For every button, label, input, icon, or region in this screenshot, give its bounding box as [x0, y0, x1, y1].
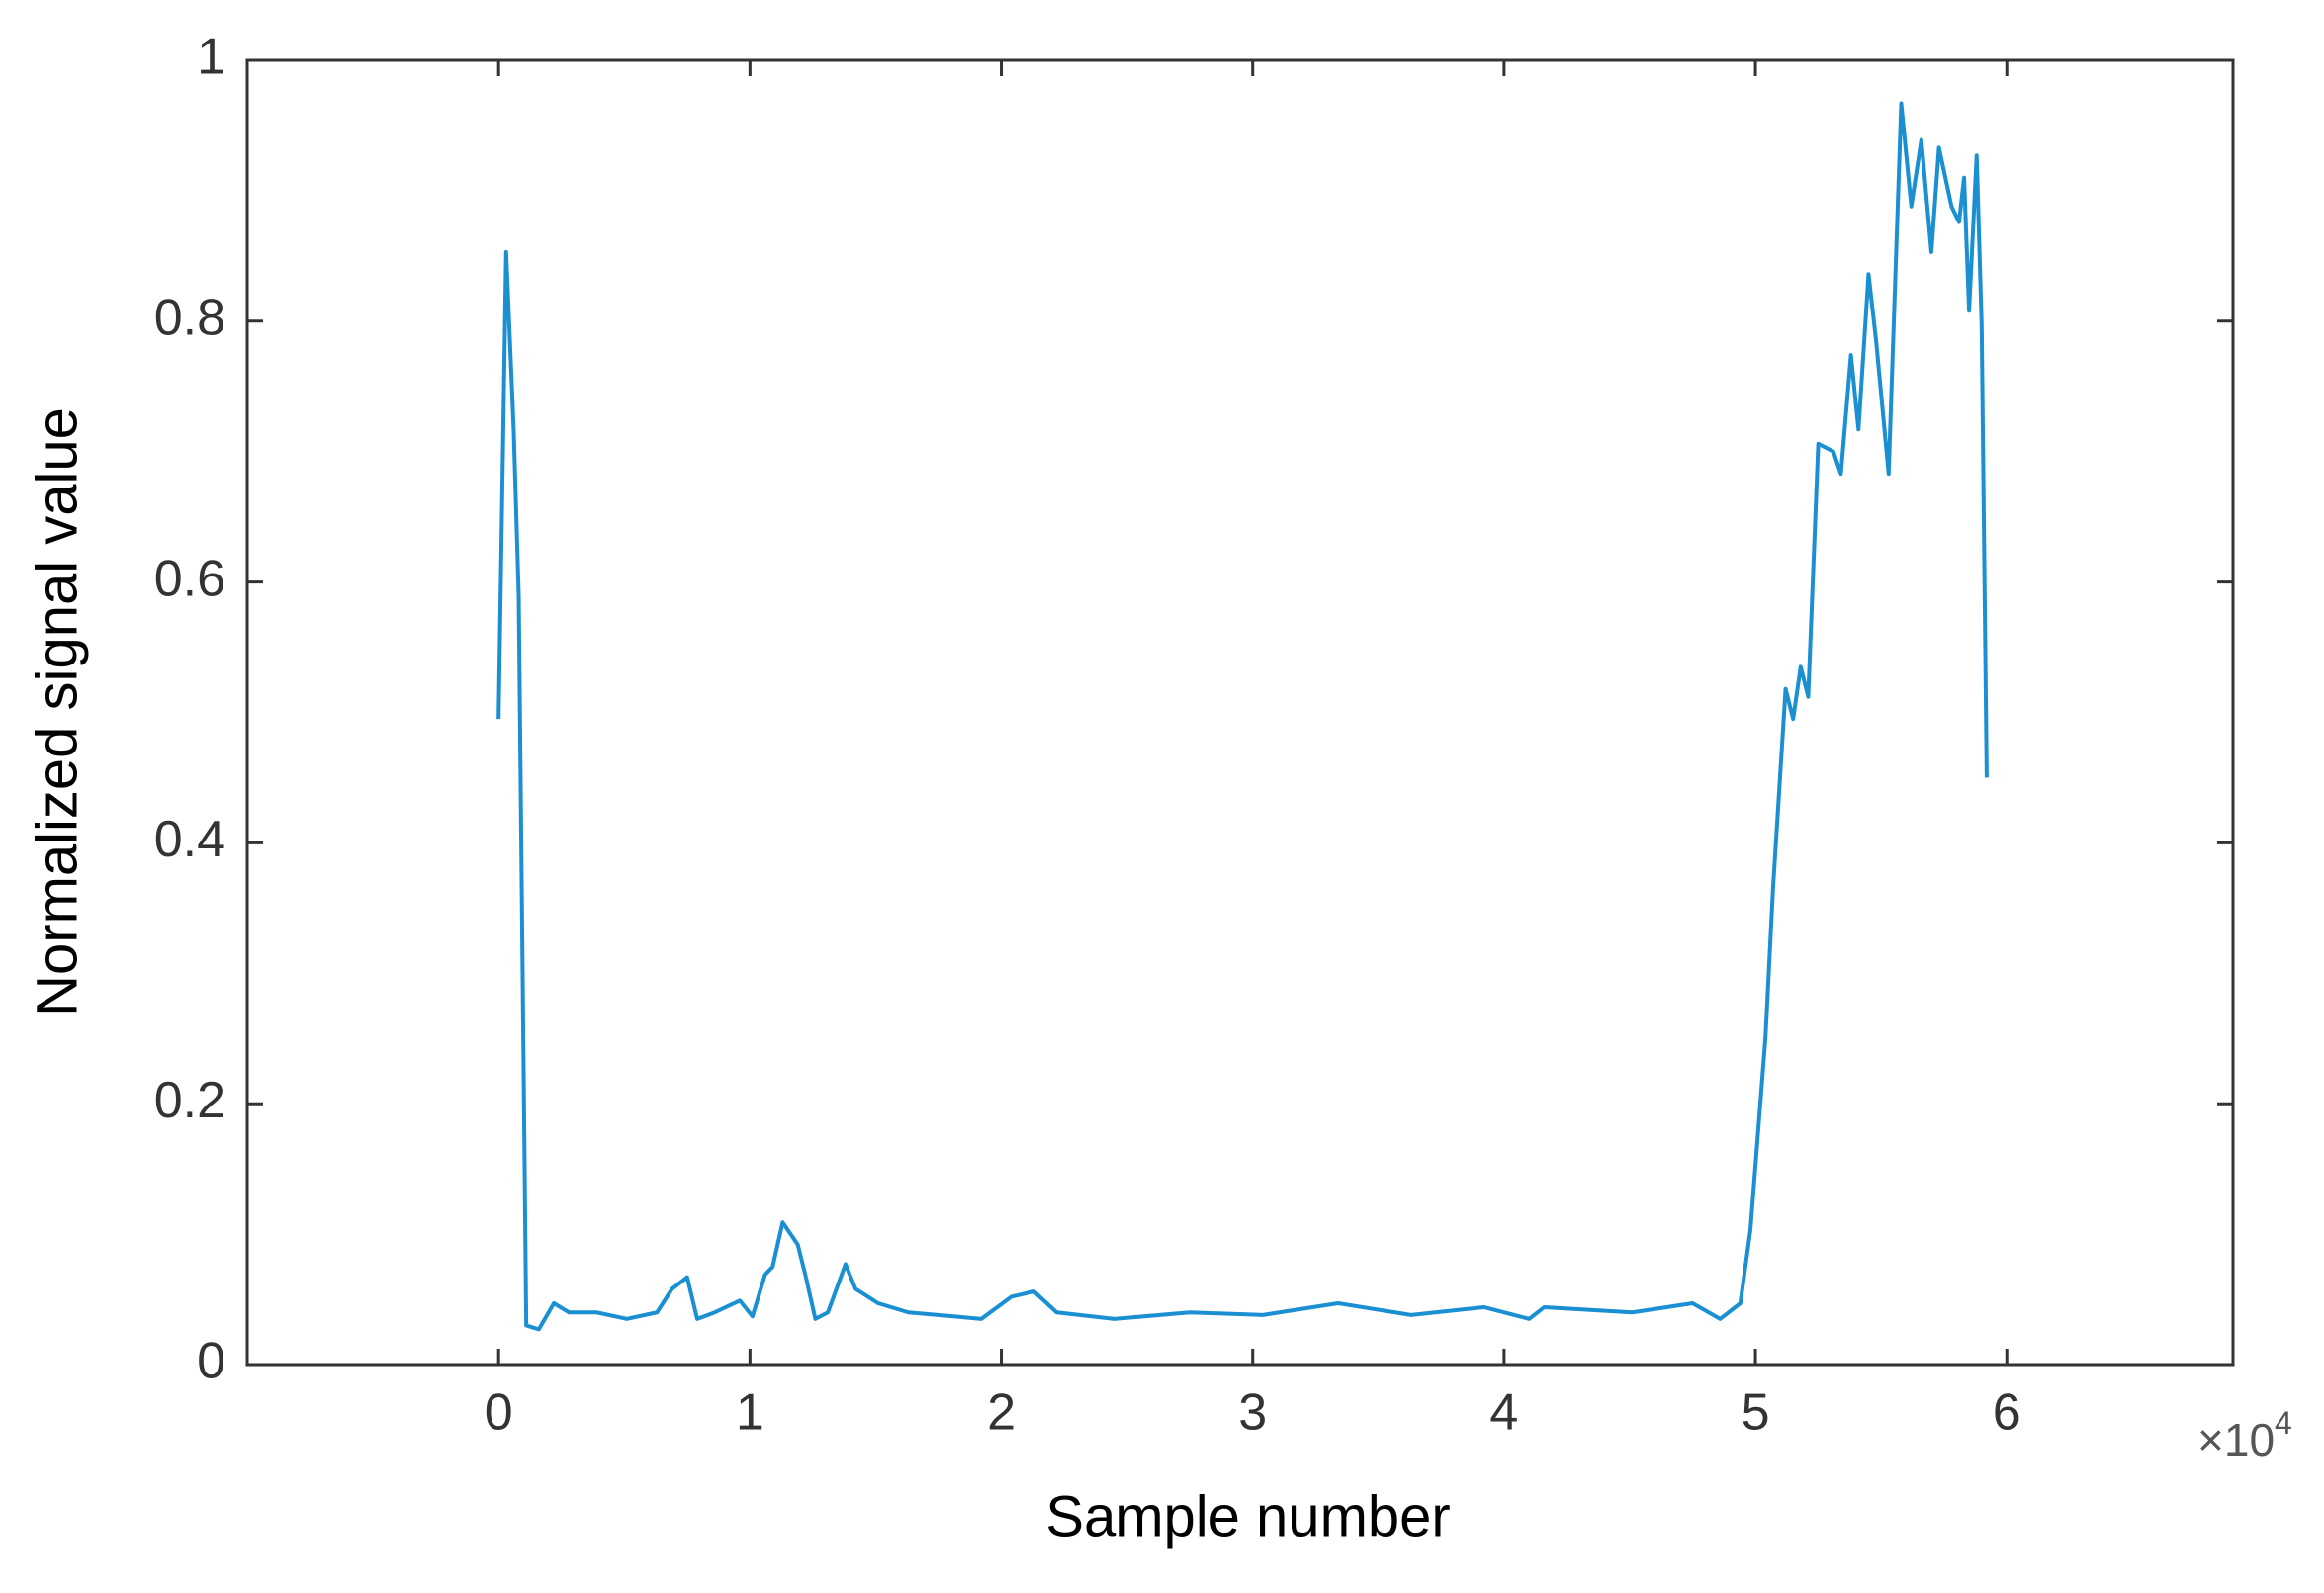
y-tick-label: 1 [197, 29, 225, 86]
y-tick-label: 0.4 [154, 811, 225, 868]
x-multiplier: ×104 [2197, 1405, 2292, 1465]
x-tick-label: 4 [1489, 1384, 1518, 1442]
y-tick-label: 0.6 [154, 550, 225, 607]
x-tick-label: 1 [736, 1384, 764, 1442]
y-tick-label: 0.8 [154, 290, 225, 347]
x-tick-label: 6 [1993, 1384, 2021, 1442]
data-line [496, 101, 1989, 1332]
x-axis-label: Sample number [1045, 1484, 1450, 1549]
x-multiplier-exp: 4 [2275, 1405, 2292, 1441]
y-tick-label: 0.2 [154, 1072, 225, 1129]
x-tick-label: 2 [987, 1384, 1016, 1442]
x-tick-label: 0 [485, 1384, 513, 1442]
y-axis-label: Normalized signal value [25, 407, 89, 1017]
plot-frame [245, 58, 2235, 1367]
x-tick-label: 5 [1742, 1384, 1770, 1442]
x-tick-label: 3 [1238, 1384, 1267, 1442]
y-tick-label: 0 [197, 1333, 225, 1390]
x-multiplier-base: ×10 [2197, 1414, 2275, 1465]
